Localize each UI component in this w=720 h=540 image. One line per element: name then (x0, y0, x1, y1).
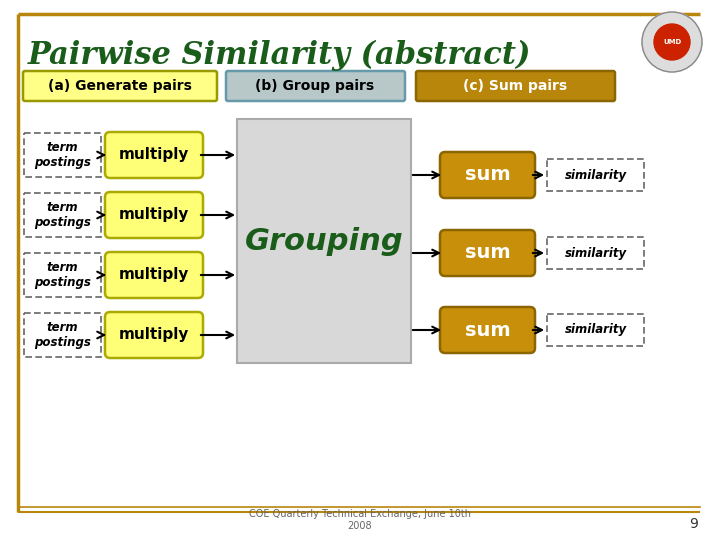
Text: COE Quarterly Technical Exchange, June 10th
2008: COE Quarterly Technical Exchange, June 1… (249, 509, 471, 531)
Text: 9: 9 (689, 517, 698, 531)
FancyBboxPatch shape (547, 159, 644, 191)
Circle shape (654, 24, 690, 60)
FancyBboxPatch shape (23, 71, 217, 101)
Text: multiply: multiply (119, 267, 189, 282)
FancyBboxPatch shape (24, 253, 101, 297)
Text: sum: sum (464, 321, 510, 340)
FancyBboxPatch shape (105, 312, 203, 358)
FancyBboxPatch shape (416, 71, 615, 101)
Text: multiply: multiply (119, 207, 189, 222)
Text: term
postings: term postings (34, 321, 91, 349)
Text: similarity: similarity (564, 246, 626, 260)
FancyBboxPatch shape (547, 314, 644, 346)
Text: multiply: multiply (119, 327, 189, 342)
Text: UMD: UMD (663, 39, 681, 45)
Text: (b) Group pairs: (b) Group pairs (256, 79, 374, 93)
Text: Grouping: Grouping (245, 226, 403, 255)
Text: similarity: similarity (564, 168, 626, 181)
Text: (c) Sum pairs: (c) Sum pairs (463, 79, 567, 93)
FancyBboxPatch shape (440, 307, 535, 353)
FancyBboxPatch shape (547, 237, 644, 269)
Text: similarity: similarity (564, 323, 626, 336)
FancyBboxPatch shape (24, 193, 101, 237)
Circle shape (642, 12, 702, 72)
FancyBboxPatch shape (24, 313, 101, 357)
FancyBboxPatch shape (237, 119, 411, 363)
FancyBboxPatch shape (105, 132, 203, 178)
Text: term
postings: term postings (34, 141, 91, 169)
Text: (a) Generate pairs: (a) Generate pairs (48, 79, 192, 93)
FancyBboxPatch shape (105, 192, 203, 238)
Text: sum: sum (464, 244, 510, 262)
FancyBboxPatch shape (105, 252, 203, 298)
Text: term
postings: term postings (34, 261, 91, 289)
FancyBboxPatch shape (440, 152, 535, 198)
FancyBboxPatch shape (440, 230, 535, 276)
Text: term
postings: term postings (34, 201, 91, 229)
FancyBboxPatch shape (24, 133, 101, 177)
Text: sum: sum (464, 165, 510, 185)
Text: Pairwise Similarity (abstract): Pairwise Similarity (abstract) (28, 39, 531, 71)
Text: multiply: multiply (119, 147, 189, 163)
FancyBboxPatch shape (226, 71, 405, 101)
